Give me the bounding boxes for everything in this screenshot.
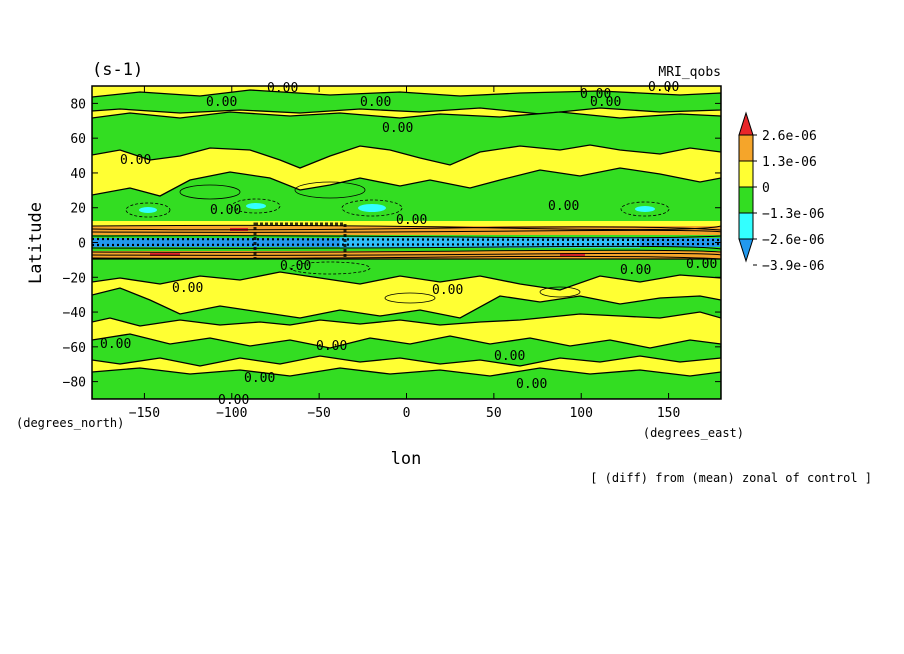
colorbar-segment bbox=[738, 160, 754, 188]
x-tick-label: 100 bbox=[569, 406, 592, 421]
y-tick-label: −20 bbox=[63, 271, 86, 286]
x-axis: −150 −100 −50 0 50 100 150 bbox=[129, 86, 680, 421]
colorbar-segment bbox=[738, 238, 754, 263]
colorbar-segment bbox=[738, 186, 754, 214]
heatmap-field bbox=[92, 86, 721, 399]
contour-label: 0.00 bbox=[360, 95, 391, 110]
contour-label: 0.00 bbox=[382, 121, 413, 136]
contour-label: 0.00 bbox=[648, 80, 679, 95]
contour-label: 0.00 bbox=[590, 95, 621, 110]
y-tick-label: −80 bbox=[63, 376, 86, 391]
contour-label: 0.00 bbox=[432, 283, 463, 298]
y-tick-label: −40 bbox=[63, 306, 86, 321]
x-tick-label: −50 bbox=[307, 406, 330, 421]
colorbar-label: 1.3e-06 bbox=[762, 155, 817, 170]
colorbar-label: 2.6e-06 bbox=[762, 129, 817, 144]
footnote: [ (diff) from (mean) zonal of control ] bbox=[590, 471, 872, 485]
contour-label: 0.00 bbox=[316, 339, 347, 354]
colorbar-segment bbox=[738, 134, 754, 162]
contour-label: 0.00 bbox=[516, 377, 547, 392]
contour-label: 0.00 bbox=[280, 259, 311, 274]
contour-label: 0.00 bbox=[210, 203, 241, 218]
colorbar: 2.6e-06 1.3e-06 0 −1.3e-06 −2.6e-06 −3.9e-06 bbox=[738, 111, 825, 274]
contour-label: 0.00 bbox=[396, 213, 427, 228]
contour-labels: 0.00 0.00 0.00 0.00 0.00 0.00 0.00 0.00 … bbox=[100, 80, 717, 408]
x-tick-label: 150 bbox=[657, 406, 680, 421]
colorbar-label: 0 bbox=[762, 181, 770, 196]
contour-label: 0.00 bbox=[267, 81, 298, 96]
x-tick-label: 0 bbox=[403, 406, 411, 421]
x-units-label: (degrees_east) bbox=[643, 426, 744, 440]
y-tick-label: 60 bbox=[70, 132, 86, 147]
contour-label: 0.00 bbox=[120, 153, 151, 168]
colorbar-label: −3.9e-06 bbox=[762, 259, 825, 274]
y-tick-label: 20 bbox=[70, 202, 86, 217]
title-right: MRI_qobs bbox=[658, 65, 721, 80]
colorbar-label: −2.6e-06 bbox=[762, 233, 825, 248]
contour-label: 0.00 bbox=[548, 199, 579, 214]
x-axis-label: lon bbox=[391, 449, 422, 469]
title-left: (s-1) bbox=[92, 60, 143, 80]
y-tick-label: 80 bbox=[70, 97, 86, 112]
contour-label: 0.00 bbox=[494, 349, 525, 364]
y-tick-label: −60 bbox=[63, 341, 86, 356]
colorbar-label: −1.3e-06 bbox=[762, 207, 825, 222]
contour-label: 0.00 bbox=[218, 393, 249, 408]
x-tick-label: 50 bbox=[486, 406, 502, 421]
contour-label: 0.00 bbox=[244, 371, 275, 386]
colorbar-segment bbox=[738, 212, 754, 240]
contour-label: 0.00 bbox=[172, 281, 203, 296]
y-axis: 80 60 40 20 0 −20 −40 −60 −80 bbox=[63, 97, 721, 391]
contour-label: 0.00 bbox=[686, 257, 717, 272]
y-tick-label: 0 bbox=[78, 237, 86, 252]
colorbar-segment bbox=[738, 111, 754, 136]
y-units-label: (degrees_north) bbox=[16, 416, 124, 430]
y-axis-label: Latitude bbox=[26, 202, 46, 284]
contour-label: 0.00 bbox=[580, 87, 611, 102]
contour-label: 0.00 bbox=[100, 337, 131, 352]
contour-label: 0.00 bbox=[620, 263, 651, 278]
y-tick-label: 40 bbox=[70, 167, 86, 182]
x-tick-label: −100 bbox=[216, 406, 247, 421]
x-tick-label: −150 bbox=[129, 406, 160, 421]
contour-label: 0.00 bbox=[206, 95, 237, 110]
